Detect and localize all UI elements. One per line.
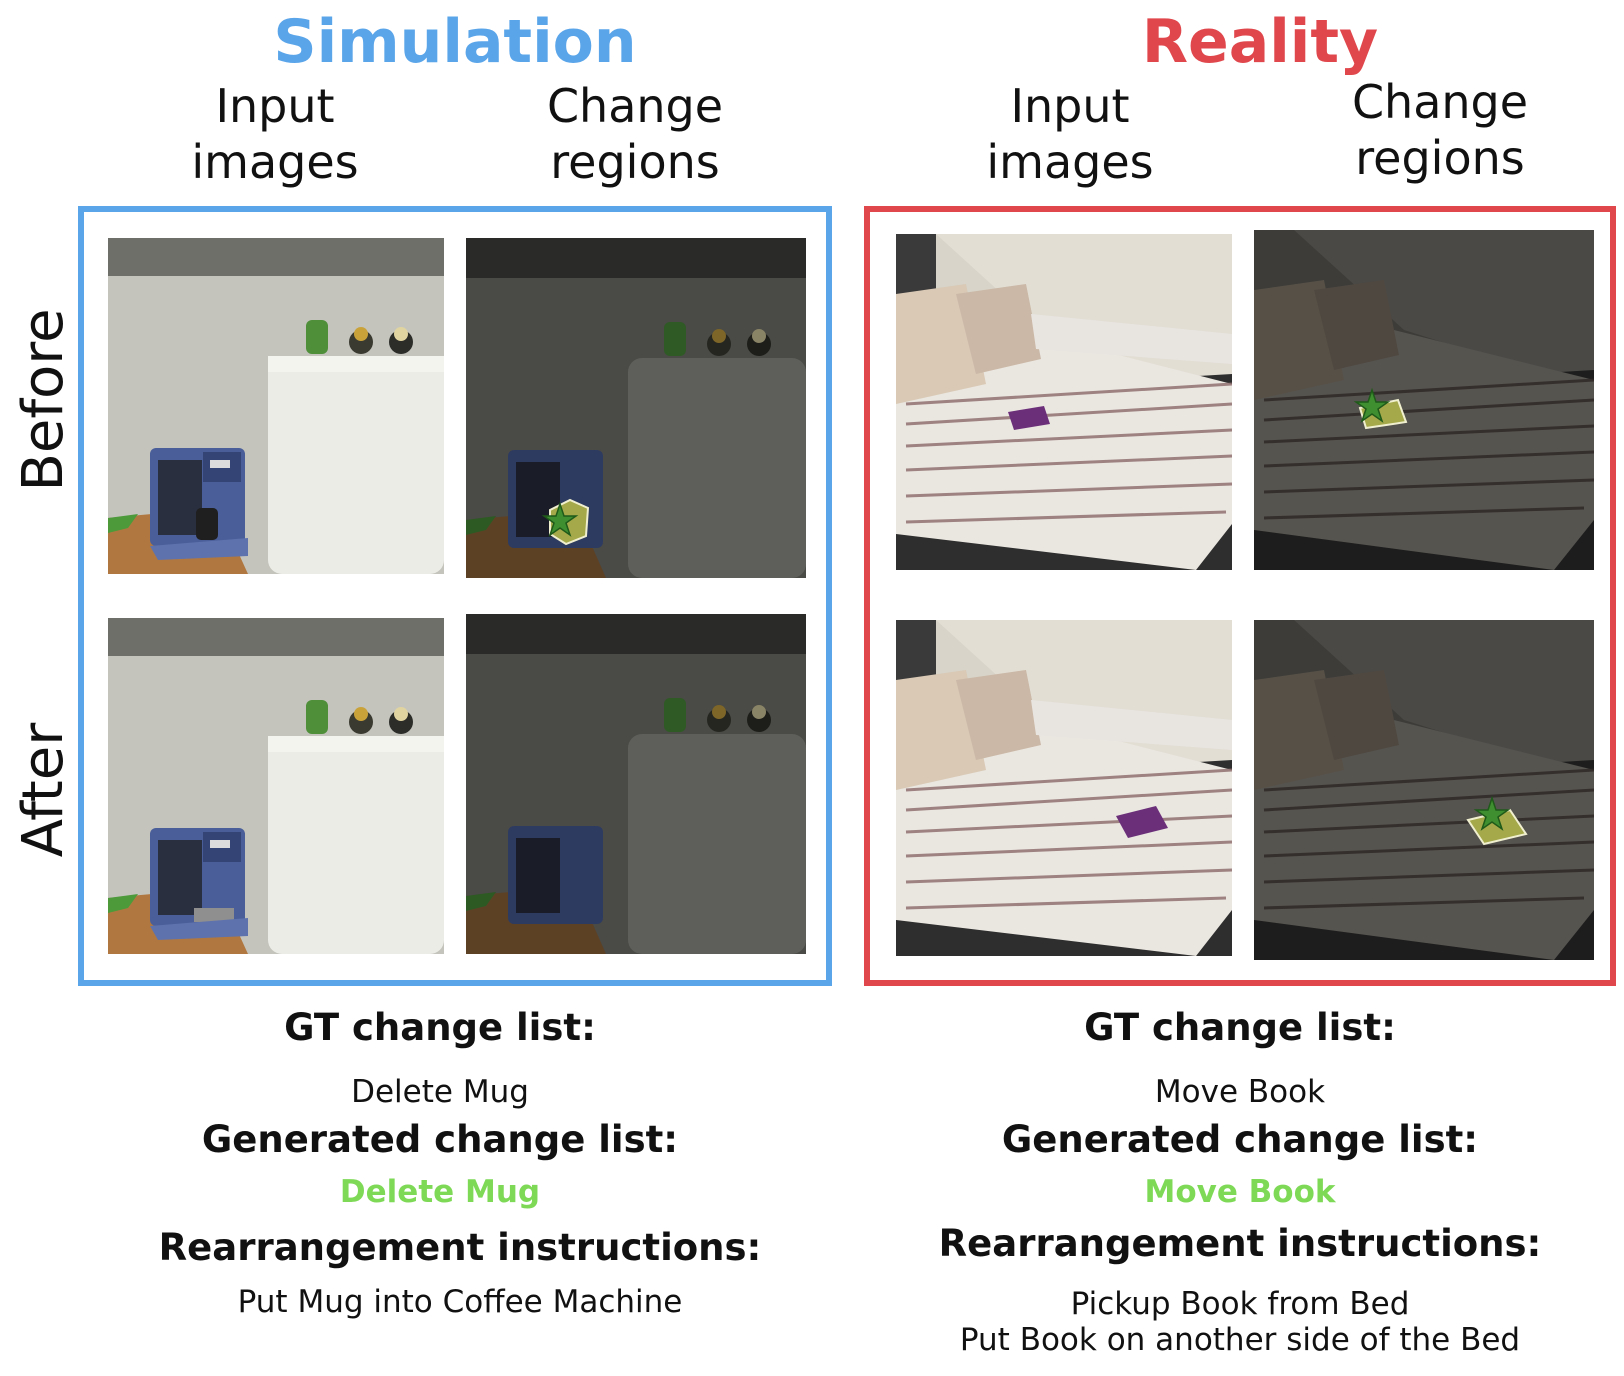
real-col-input-header: Input images (960, 78, 1180, 190)
sim-col-input-header: Input images (165, 78, 385, 190)
real-gt-heading: GT change list: (890, 1006, 1590, 1049)
real-gen-heading: Generated change list: (890, 1118, 1590, 1161)
real-after-change-image (1254, 620, 1594, 960)
row-label-before: Before (16, 308, 72, 491)
sim-before-input-image (108, 238, 444, 574)
sim-before-change-image (466, 238, 806, 578)
real-before-change-image (1254, 230, 1594, 570)
real-instr-item-2: Put Book on another side of the Bed (870, 1322, 1610, 1358)
real-before-input-image (896, 234, 1232, 570)
sim-gt-item: Delete Mug (80, 1074, 800, 1110)
row-label-after: After (16, 723, 72, 857)
sim-gen-heading: Generated change list: (80, 1118, 800, 1161)
real-instr-item-1: Pickup Book from Bed (870, 1286, 1610, 1322)
simulation-title: Simulation (230, 12, 680, 72)
sim-gt-heading: GT change list: (80, 1006, 800, 1049)
sim-instr-item: Put Mug into Coffee Machine (80, 1284, 840, 1320)
real-gt-item: Move Book (890, 1074, 1590, 1110)
sim-after-input-image (108, 618, 444, 954)
real-col-change-header: Change regions (1320, 74, 1560, 186)
sim-after-change-image (466, 614, 806, 954)
sim-gen-item: Delete Mug (80, 1174, 800, 1210)
real-gen-item: Move Book (890, 1174, 1590, 1210)
sim-col-change-header: Change regions (515, 78, 755, 190)
reality-title: Reality (1035, 12, 1485, 72)
real-instr-heading: Rearrangement instructions: (870, 1222, 1610, 1265)
sim-instr-heading: Rearrangement instructions: (80, 1226, 840, 1269)
real-after-input-image (896, 620, 1232, 956)
